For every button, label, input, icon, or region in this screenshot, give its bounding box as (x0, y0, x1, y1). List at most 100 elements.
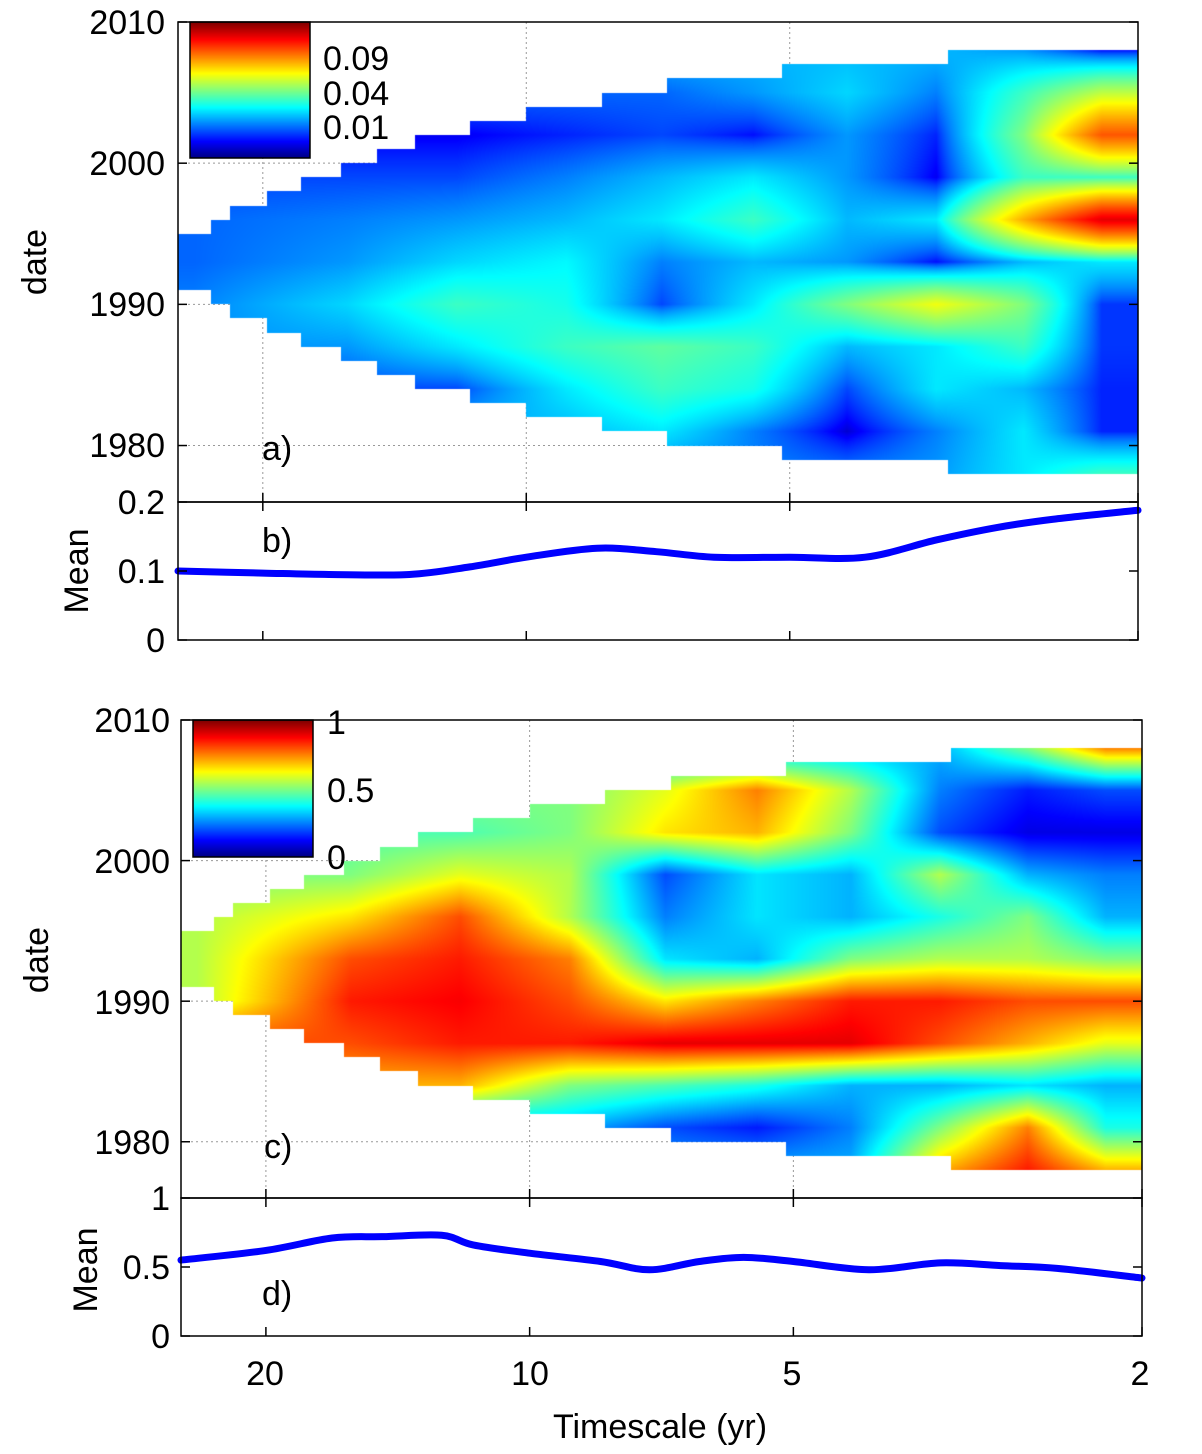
heatmap-cell (980, 326, 1063, 368)
heatmap-cell (711, 1107, 804, 1149)
heatmap-cell (708, 156, 801, 198)
heatmap-cell (1067, 1149, 1142, 1191)
colorbar-tick-label: 0.5 (327, 772, 374, 810)
heatmap-cell (800, 368, 891, 410)
heatmap-cell (895, 938, 984, 980)
heatmap-cell (402, 368, 511, 410)
heatmap-cell (512, 241, 614, 283)
heatmap-cell (980, 283, 1063, 325)
heatmap-cell (618, 854, 712, 896)
heatmap-cell (274, 938, 406, 980)
heatmap-cell (178, 283, 271, 325)
heatmap-cell (406, 1022, 515, 1064)
colorbar (189, 21, 311, 159)
heatmap-cell (892, 114, 980, 156)
heatmap-cell (708, 114, 801, 156)
heatmap-cell (804, 769, 896, 811)
heatmap-cell (1067, 1107, 1142, 1149)
ytick-label: 0.1 (118, 553, 165, 591)
heatmap-cell (515, 811, 618, 853)
heatmap-cell (271, 326, 403, 368)
heatmap-cell (515, 854, 618, 896)
heatmap-cell (711, 854, 804, 896)
heatmap-cell (892, 410, 980, 452)
heatmap-cell (402, 114, 511, 156)
heatmap-cell (1063, 283, 1138, 325)
heatmap-cell (271, 198, 403, 240)
heatmap-cell (708, 241, 801, 283)
heatmap-cell (515, 769, 618, 811)
heatmap-cell (515, 1107, 618, 1149)
heatmap-cell (892, 368, 980, 410)
panel-label-b: b) (262, 522, 292, 560)
xtick-label: 2 (1131, 1355, 1150, 1393)
mean-line (174, 506, 1142, 579)
heatmap-cell (1067, 1064, 1142, 1106)
heatmap-cell (515, 896, 618, 938)
heatmap-cell (1067, 896, 1142, 938)
panel-label-d: d) (262, 1275, 292, 1313)
heatmap-cell (614, 156, 708, 198)
heatmap-cell (614, 283, 708, 325)
heatmap-cell (804, 1022, 896, 1064)
heatmap-cell (512, 410, 614, 452)
ytick-label: 1980 (89, 427, 165, 465)
ytick-label: 0 (146, 622, 165, 660)
heatmap-cell (1067, 938, 1142, 980)
heatmap-cell (708, 326, 801, 368)
heatmap-cell (984, 896, 1067, 938)
heatmap-cell (515, 980, 618, 1022)
heatmap-cell (1067, 769, 1142, 811)
heatmap-cell (1063, 114, 1138, 156)
heatmap-cell (895, 854, 984, 896)
ytick-label: 2010 (89, 4, 165, 42)
heatmap-cell (274, 896, 406, 938)
heatmap-cell (406, 896, 515, 938)
heatmap-cell (178, 198, 271, 240)
heatmap-cell (980, 71, 1063, 113)
heatmap-cell (614, 71, 708, 113)
heatmap-cell (800, 156, 891, 198)
heatmap-cell (618, 980, 712, 1022)
heatmap-cell (512, 71, 614, 113)
heatmap-cell (980, 410, 1063, 452)
heatmap-cell (512, 368, 614, 410)
heatmap-cell (711, 811, 804, 853)
heatmap-cell (800, 198, 891, 240)
heatmap-cell (892, 198, 980, 240)
heatmap-cell (984, 1022, 1067, 1064)
ytick-label: 0.2 (118, 484, 165, 522)
colorbar-tick-label: 0 (327, 839, 346, 877)
heatmap-cell (984, 727, 1067, 769)
heatmap-cell (618, 938, 712, 980)
heatmap-cell (178, 241, 271, 283)
heatmap-cell (181, 938, 274, 980)
heatmap-axes-frame (180, 719, 1143, 1199)
heatmap-cell (984, 1107, 1067, 1149)
heatmap-cell (984, 1149, 1067, 1191)
heatmap-cell (800, 114, 891, 156)
ytick-label: 2000 (94, 843, 170, 881)
ytick-label: 1 (151, 1180, 170, 1218)
heatmap-cell (711, 938, 804, 980)
heatmap-cell (804, 938, 896, 980)
heatmap-cell (274, 1022, 406, 1064)
heatmap-cell (895, 727, 984, 769)
heatmap-cell (892, 326, 980, 368)
heatmap-cell (711, 896, 804, 938)
xtick-label: 20 (246, 1355, 284, 1393)
heatmap-cell (402, 283, 511, 325)
heatmap-cell (895, 769, 984, 811)
ytick-label: 1990 (89, 286, 165, 324)
colorbar-tick-label: 0.01 (323, 109, 389, 147)
y-axis-label: date (18, 927, 56, 993)
heatmap-cell (402, 198, 511, 240)
heatmap-cell (512, 156, 614, 198)
heatmap-cell (892, 283, 980, 325)
heatmap-cell (515, 1022, 618, 1064)
heatmap-cell (980, 241, 1063, 283)
y-axis-label: Mean (67, 1227, 105, 1312)
xtick-label: 5 (783, 1355, 802, 1393)
